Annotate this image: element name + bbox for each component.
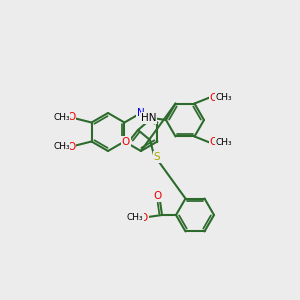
Text: O: O xyxy=(154,191,162,201)
Text: O: O xyxy=(140,213,148,223)
Text: CH₃: CH₃ xyxy=(53,142,70,151)
Text: CH₃: CH₃ xyxy=(215,138,232,147)
Text: O: O xyxy=(68,112,76,122)
Text: CH₃: CH₃ xyxy=(215,93,232,102)
Text: CH₃: CH₃ xyxy=(127,214,143,223)
Text: O: O xyxy=(122,137,130,147)
Text: CH₃: CH₃ xyxy=(53,113,70,122)
Text: O: O xyxy=(209,92,217,103)
Text: HN: HN xyxy=(141,113,157,123)
Text: N: N xyxy=(137,108,145,118)
Text: O: O xyxy=(209,137,217,148)
Text: O: O xyxy=(68,142,76,152)
Text: S: S xyxy=(154,152,160,162)
